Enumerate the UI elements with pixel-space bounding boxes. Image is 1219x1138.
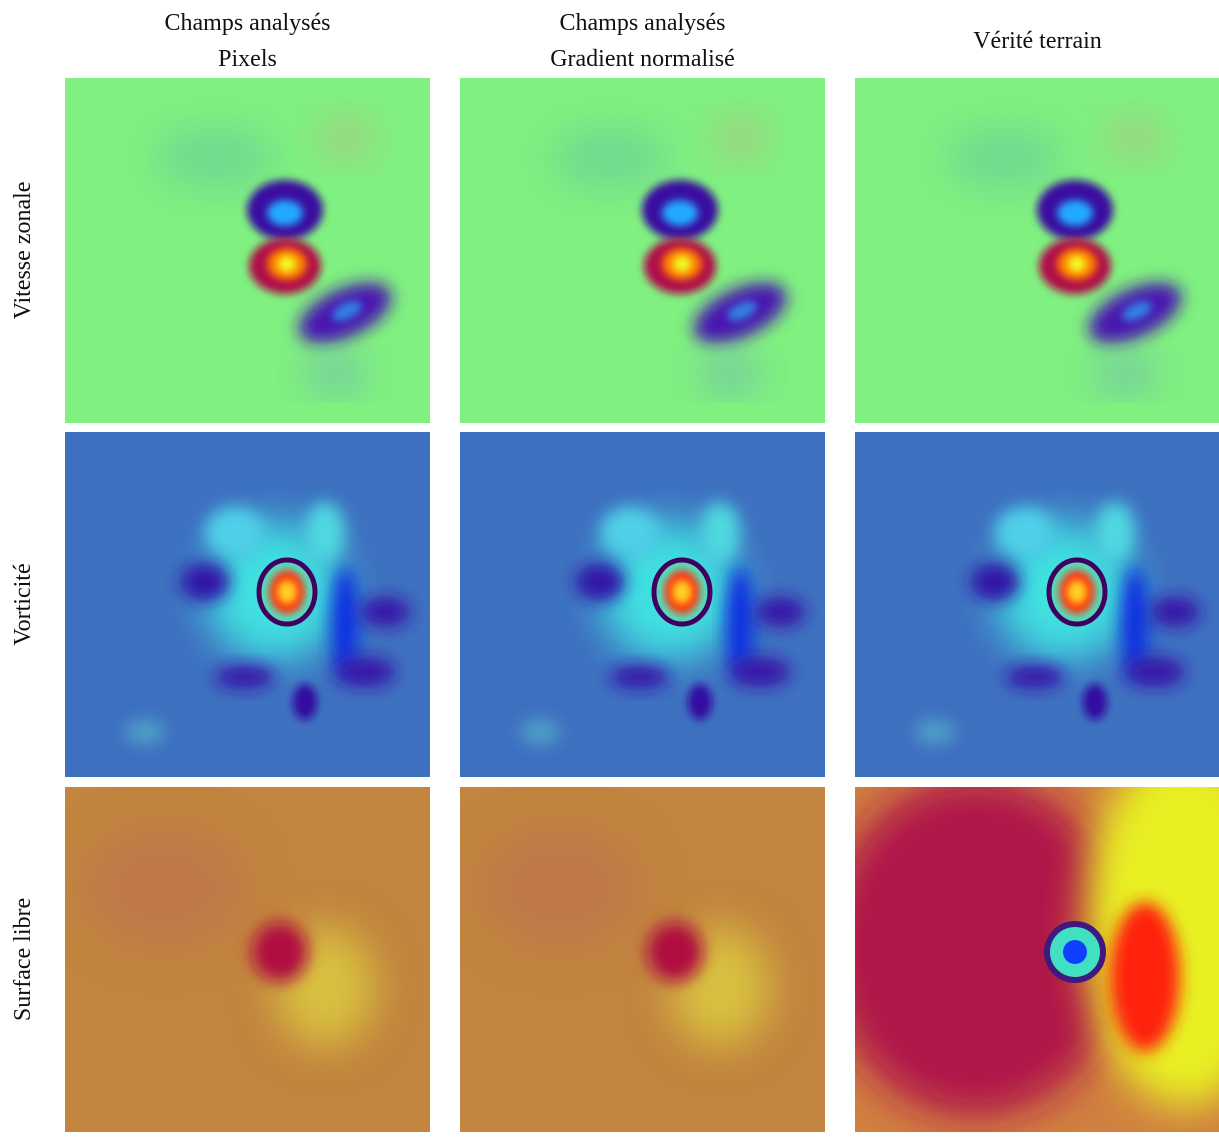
row-label: Vorticité bbox=[10, 563, 36, 645]
field-blob bbox=[205, 507, 265, 557]
field-blob bbox=[335, 657, 395, 687]
ring-core bbox=[1063, 940, 1087, 964]
column-title: Pixels bbox=[218, 46, 277, 72]
field-blob bbox=[970, 562, 1020, 602]
field-blob bbox=[1083, 684, 1107, 720]
field-blob bbox=[727, 301, 757, 321]
field-blob bbox=[1067, 580, 1087, 604]
field-panel bbox=[855, 78, 1219, 423]
field-blob bbox=[855, 787, 1125, 1117]
column-title: Vérité terrain bbox=[973, 28, 1102, 54]
field-blob bbox=[278, 256, 296, 272]
field-blob bbox=[252, 922, 308, 982]
field-panel bbox=[460, 78, 825, 423]
field-blob bbox=[180, 562, 230, 602]
field-blob bbox=[755, 597, 805, 627]
field-panel bbox=[65, 787, 430, 1132]
field-blob bbox=[662, 200, 698, 226]
field-blob bbox=[726, 567, 754, 677]
field-blob bbox=[1095, 358, 1155, 388]
field-blob bbox=[715, 118, 765, 158]
field-blob bbox=[575, 562, 625, 602]
field-blob bbox=[360, 597, 410, 627]
field-panel bbox=[460, 787, 825, 1132]
field-blob bbox=[647, 922, 703, 982]
field-panel bbox=[460, 432, 825, 777]
field-blob bbox=[600, 507, 660, 557]
field-panel bbox=[65, 432, 430, 777]
column-title: Champs analysés bbox=[165, 10, 331, 36]
field-blob bbox=[305, 358, 365, 388]
field-bg bbox=[460, 78, 825, 423]
field-panel bbox=[855, 787, 1219, 1132]
row-label: Surface libre bbox=[10, 898, 36, 1021]
field-blob bbox=[610, 665, 670, 689]
field-blob bbox=[267, 200, 303, 226]
field-blob bbox=[155, 128, 275, 188]
field-blob bbox=[277, 580, 297, 604]
field-blob bbox=[730, 657, 790, 687]
field-blob bbox=[1125, 657, 1185, 687]
field-blob bbox=[332, 301, 362, 321]
field-blob bbox=[320, 118, 370, 158]
field-blob bbox=[672, 580, 692, 604]
row-label: Vitesse zonale bbox=[10, 182, 36, 320]
field-blob bbox=[1068, 256, 1086, 272]
field-blob bbox=[688, 684, 712, 720]
field-blob bbox=[1005, 665, 1065, 689]
field-blob bbox=[1122, 301, 1152, 321]
field-blob bbox=[215, 665, 275, 689]
field-blob bbox=[305, 502, 345, 562]
field-blob bbox=[1057, 200, 1093, 226]
field-blob bbox=[520, 720, 560, 744]
field-blob bbox=[1150, 597, 1200, 627]
field-blob bbox=[1110, 902, 1180, 1052]
field-blob bbox=[945, 128, 1065, 188]
column-title: Gradient normalisé bbox=[550, 46, 735, 72]
field-blob bbox=[1121, 567, 1149, 677]
field-blob bbox=[550, 128, 670, 188]
field-blob bbox=[293, 684, 317, 720]
field-blob bbox=[700, 502, 740, 562]
field-bg bbox=[855, 78, 1219, 423]
field-blob bbox=[1095, 502, 1135, 562]
field-blob bbox=[995, 507, 1055, 557]
field-blob bbox=[85, 827, 245, 947]
field-panel bbox=[65, 78, 430, 423]
column-title: Champs analysés bbox=[560, 10, 726, 36]
field-blob bbox=[700, 358, 760, 388]
field-blob bbox=[331, 567, 359, 677]
field-panel bbox=[855, 432, 1219, 777]
field-blob bbox=[673, 256, 691, 272]
field-blob bbox=[1110, 118, 1160, 158]
field-bg bbox=[65, 78, 430, 423]
field-blob bbox=[915, 720, 955, 744]
field-blob bbox=[480, 827, 640, 947]
field-blob bbox=[125, 720, 165, 744]
